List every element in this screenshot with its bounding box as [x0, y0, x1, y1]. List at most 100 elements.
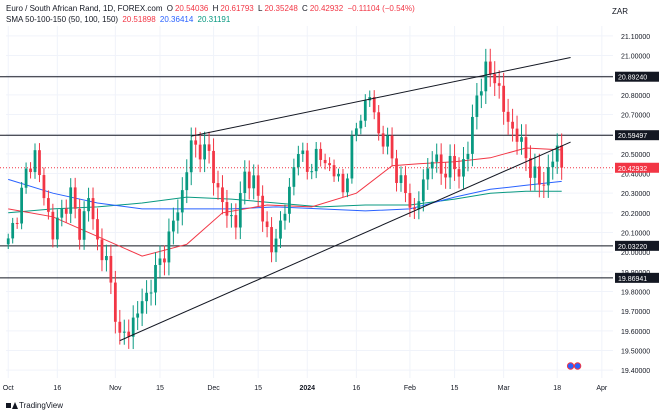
candle-body[interactable] [453, 155, 456, 170]
candle-body[interactable] [301, 150, 305, 155]
candle-body[interactable] [399, 175, 403, 183]
candle-body[interactable] [243, 171, 247, 194]
candle-body[interactable] [225, 202, 229, 216]
candle-body[interactable] [466, 153, 470, 160]
candle-body[interactable] [171, 220, 175, 232]
candle-body[interactable] [542, 184, 546, 186]
candle-body[interactable] [413, 207, 416, 210]
candle-body[interactable] [221, 187, 224, 203]
candle-body[interactable] [149, 292, 153, 294]
candle-body[interactable] [484, 61, 488, 92]
candle-body[interactable] [96, 219, 99, 240]
candle-body[interactable] [488, 61, 492, 75]
candle-body[interactable] [524, 137, 528, 159]
candle-body[interactable] [265, 221, 269, 228]
candle-body[interactable] [64, 208, 68, 214]
candle-body[interactable] [145, 292, 148, 302]
candle-body[interactable] [247, 171, 251, 189]
candle-body[interactable] [497, 83, 501, 86]
candle-body[interactable] [55, 217, 59, 240]
candle-body[interactable] [279, 220, 282, 239]
candle-body[interactable] [506, 111, 510, 122]
sma-legend[interactable]: SMA 50-100-150 (50, 100, 150) 20.51898 2… [6, 15, 232, 24]
sma100-line[interactable] [8, 178, 562, 212]
candle-body[interactable] [341, 173, 345, 193]
candle-body[interactable] [82, 211, 86, 240]
candle-body[interactable] [163, 258, 166, 263]
trendline[interactable] [119, 141, 571, 342]
candle-body[interactable] [11, 222, 15, 239]
candle-body[interactable] [417, 201, 421, 210]
candle-body[interactable] [203, 144, 206, 160]
candle-body[interactable] [319, 148, 323, 160]
candle-body[interactable] [529, 158, 532, 178]
candle-body[interactable] [408, 193, 412, 208]
sma50-line[interactable] [8, 147, 562, 257]
candle-body[interactable] [346, 178, 349, 193]
candle-body[interactable] [323, 159, 327, 164]
candle-body[interactable] [6, 238, 10, 245]
event-marker-icon[interactable] [566, 362, 575, 370]
candle-body[interactable] [426, 168, 430, 180]
candle-body[interactable] [127, 331, 131, 337]
candle-body[interactable] [328, 163, 331, 166]
candle-body[interactable] [435, 154, 439, 162]
candle-body[interactable] [113, 282, 117, 322]
candle-body[interactable] [256, 175, 260, 196]
candle-body[interactable] [105, 255, 108, 261]
candle-body[interactable] [381, 133, 385, 147]
event-marker-icon[interactable] [573, 362, 582, 370]
candle-body[interactable] [511, 121, 514, 129]
candle-body[interactable] [430, 161, 434, 169]
candle-body[interactable] [212, 150, 215, 184]
candle-body[interactable] [471, 116, 474, 154]
candle-body[interactable] [533, 166, 537, 178]
candle-body[interactable] [337, 173, 340, 177]
candle-body[interactable] [15, 222, 19, 224]
candle-body[interactable] [189, 140, 193, 173]
candle-body[interactable] [131, 317, 135, 337]
candle-body[interactable] [363, 100, 367, 121]
candle-body[interactable] [350, 135, 354, 179]
candle-body[interactable] [332, 165, 336, 177]
candle-body[interactable] [261, 195, 265, 222]
candle-body[interactable] [73, 187, 77, 209]
candle-body[interactable] [479, 91, 483, 96]
candle-body[interactable] [439, 154, 443, 174]
sma150-line[interactable] [8, 190, 562, 214]
candle-body[interactable] [60, 208, 64, 218]
candle-body[interactable] [154, 264, 157, 293]
trendline[interactable] [191, 57, 571, 137]
candle-body[interactable] [475, 95, 479, 117]
candle-body[interactable] [198, 144, 202, 160]
candle-body[interactable] [555, 145, 559, 162]
candle-body[interactable] [20, 187, 24, 224]
candle-body[interactable] [296, 154, 300, 168]
candle-body[interactable] [283, 213, 287, 221]
candle-body[interactable] [252, 175, 256, 189]
candle-body[interactable] [118, 321, 122, 333]
candle-body[interactable] [372, 97, 376, 113]
candle-body[interactable] [87, 198, 90, 212]
candle-body[interactable] [404, 175, 407, 194]
candle-body[interactable] [493, 74, 497, 84]
candle-body[interactable] [167, 231, 171, 263]
candle-body[interactable] [38, 150, 41, 176]
candle-body[interactable] [354, 128, 358, 136]
candle-body[interactable] [185, 172, 189, 191]
candle-body[interactable] [274, 238, 278, 253]
candle-body[interactable] [136, 313, 140, 318]
candle-body[interactable] [546, 167, 550, 186]
candle-body[interactable] [314, 148, 318, 172]
candle-body[interactable] [238, 193, 242, 228]
candle-body[interactable] [310, 171, 314, 173]
candle-body[interactable] [560, 145, 564, 168]
candle-body[interactable] [78, 208, 82, 240]
candle-body[interactable] [288, 186, 291, 214]
candle-body[interactable] [377, 112, 381, 134]
candle-body[interactable] [359, 120, 363, 129]
candle-body[interactable] [502, 85, 506, 112]
candle-body[interactable] [100, 239, 104, 261]
candle-body[interactable] [462, 159, 465, 177]
candle-body[interactable] [515, 128, 519, 142]
